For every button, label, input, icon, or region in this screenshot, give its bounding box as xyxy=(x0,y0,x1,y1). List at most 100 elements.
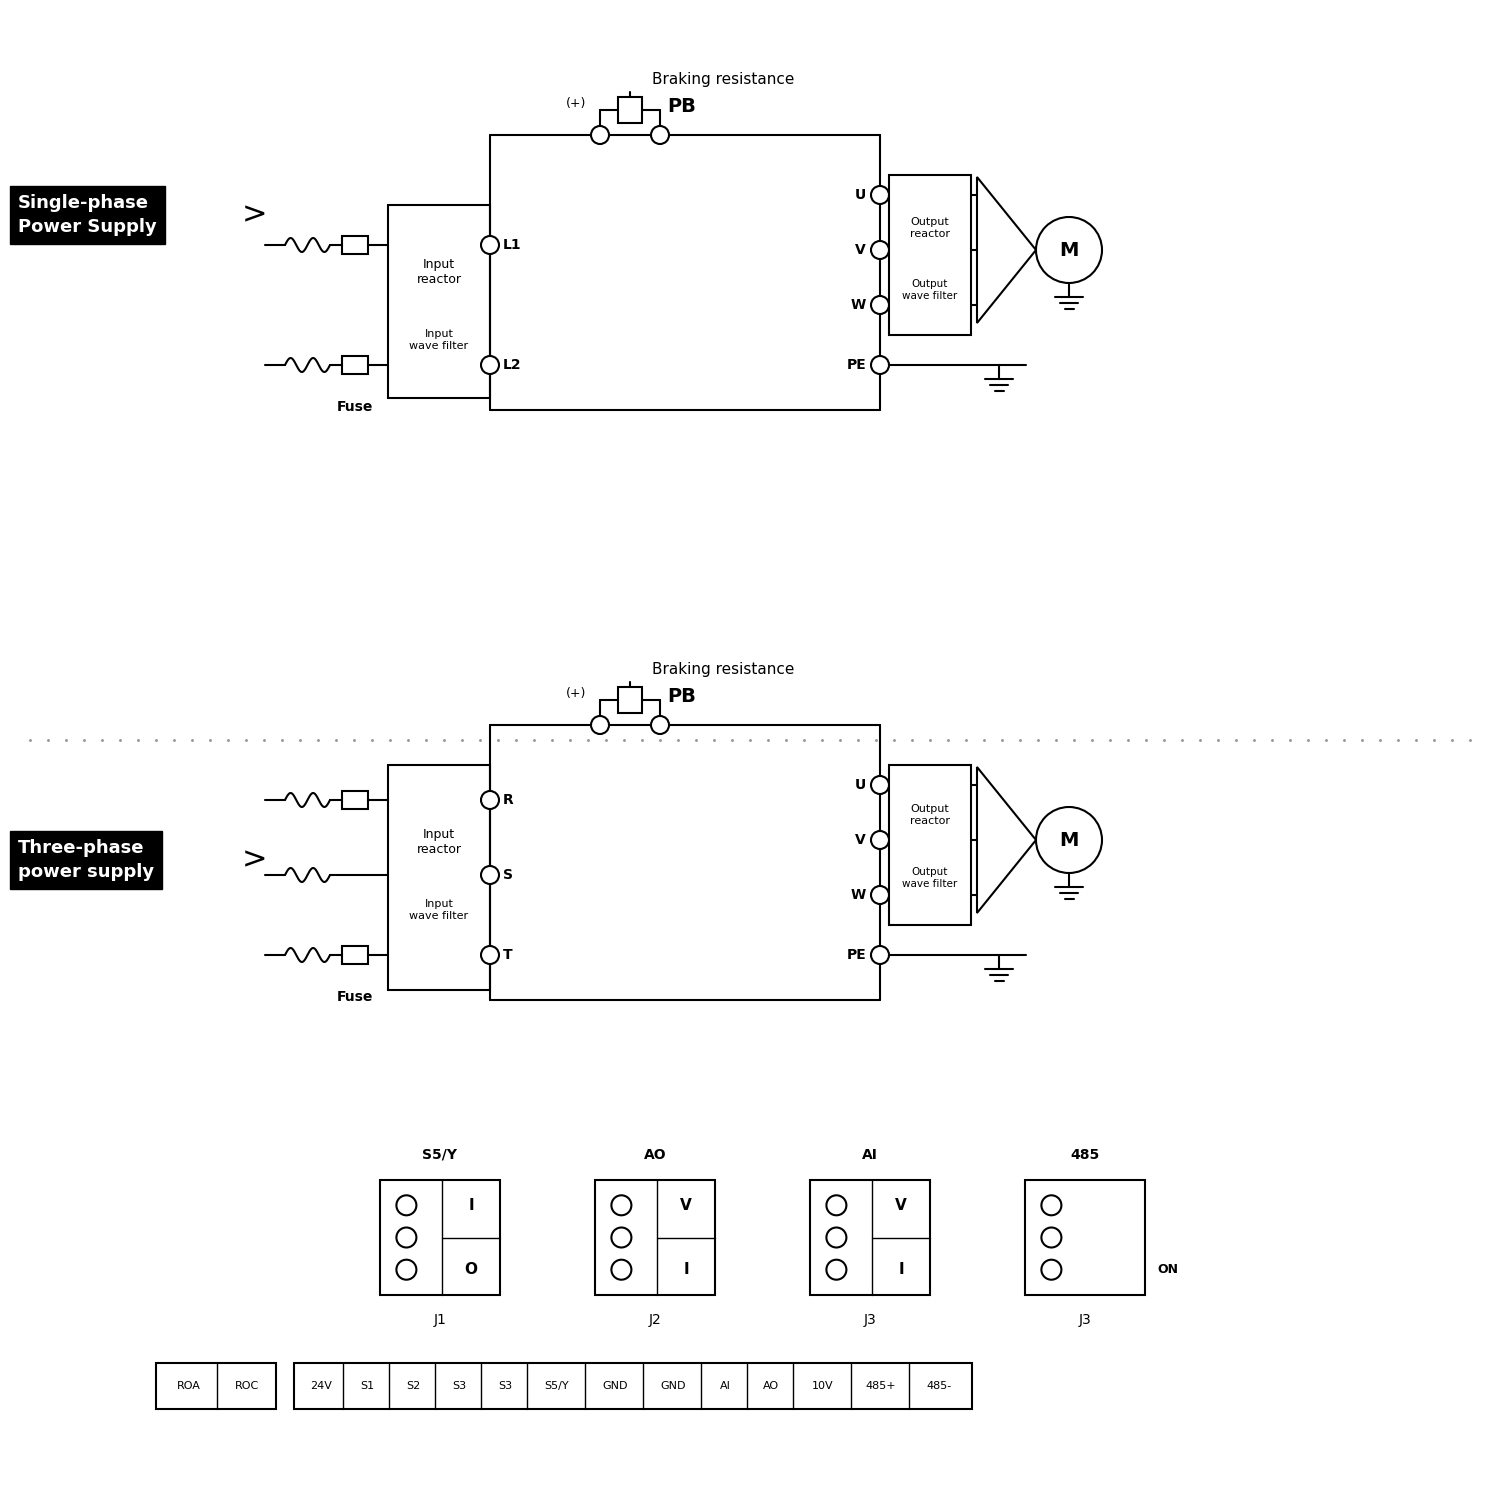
Circle shape xyxy=(827,1227,846,1248)
Text: 485+: 485+ xyxy=(865,1382,897,1390)
Text: AI: AI xyxy=(862,1148,877,1162)
Circle shape xyxy=(871,356,889,374)
Text: R: R xyxy=(503,794,513,807)
Bar xyxy=(810,1180,930,1294)
Text: Input
wave filter: Input wave filter xyxy=(410,328,468,351)
Text: L2: L2 xyxy=(503,358,522,372)
Text: J1: J1 xyxy=(433,1312,447,1328)
Text: S3: S3 xyxy=(498,1382,512,1390)
Text: W: W xyxy=(850,298,865,312)
Polygon shape xyxy=(976,177,1036,322)
Circle shape xyxy=(482,946,500,964)
Text: PB: PB xyxy=(668,687,696,705)
Circle shape xyxy=(871,831,889,849)
Text: AO: AO xyxy=(644,1148,666,1162)
Circle shape xyxy=(612,1260,632,1280)
Circle shape xyxy=(871,946,889,964)
Circle shape xyxy=(482,865,500,883)
Text: U: U xyxy=(855,778,865,792)
Text: PB: PB xyxy=(668,96,696,116)
Circle shape xyxy=(591,716,609,734)
Text: J2: J2 xyxy=(648,1312,662,1328)
Circle shape xyxy=(1036,807,1102,873)
Circle shape xyxy=(871,186,889,204)
Text: W: W xyxy=(850,888,865,902)
Text: Output
reactor: Output reactor xyxy=(910,804,950,826)
Text: >: > xyxy=(242,201,267,229)
Bar xyxy=(156,1364,276,1408)
Text: V: V xyxy=(855,243,865,256)
Text: V: V xyxy=(896,1198,908,1214)
Circle shape xyxy=(871,296,889,314)
Circle shape xyxy=(612,1227,632,1248)
Text: >: > xyxy=(242,846,267,874)
Text: AI: AI xyxy=(720,1382,730,1390)
Circle shape xyxy=(1041,1196,1062,1215)
Circle shape xyxy=(1041,1260,1062,1280)
Circle shape xyxy=(871,776,889,794)
Text: V: V xyxy=(855,833,865,848)
Bar xyxy=(380,1180,500,1294)
Circle shape xyxy=(396,1196,417,1215)
Circle shape xyxy=(482,356,500,374)
Text: L1: L1 xyxy=(503,238,522,252)
Circle shape xyxy=(827,1260,846,1280)
Text: S5/Y: S5/Y xyxy=(423,1148,458,1162)
Text: ON: ON xyxy=(1156,1263,1178,1276)
Text: U: U xyxy=(855,188,865,202)
Text: I: I xyxy=(684,1262,688,1276)
Text: (+): (+) xyxy=(566,687,586,700)
Circle shape xyxy=(827,1196,846,1215)
Bar xyxy=(342,236,368,254)
Circle shape xyxy=(651,716,669,734)
Text: Fuse: Fuse xyxy=(338,990,374,1004)
Text: S: S xyxy=(503,868,513,882)
Text: V: V xyxy=(681,1198,692,1214)
Circle shape xyxy=(871,242,889,260)
Text: J3: J3 xyxy=(864,1312,876,1328)
Circle shape xyxy=(591,126,609,144)
Bar xyxy=(342,790,368,808)
Bar xyxy=(618,98,642,123)
Text: AO: AO xyxy=(764,1382,778,1390)
Text: 24V: 24V xyxy=(310,1382,332,1390)
Text: 10V: 10V xyxy=(812,1382,834,1390)
Text: S2: S2 xyxy=(406,1382,420,1390)
Text: PE: PE xyxy=(846,358,865,372)
Text: I: I xyxy=(468,1198,474,1214)
Text: Input
reactor: Input reactor xyxy=(417,828,462,856)
Text: J3: J3 xyxy=(1078,1312,1092,1328)
Circle shape xyxy=(871,886,889,904)
Text: ROC: ROC xyxy=(236,1382,260,1390)
Text: S5/Y: S5/Y xyxy=(544,1382,570,1390)
Text: T: T xyxy=(503,948,513,962)
Text: I: I xyxy=(898,1262,904,1276)
Bar xyxy=(388,206,490,398)
Text: ROA: ROA xyxy=(177,1382,201,1390)
Circle shape xyxy=(482,236,500,254)
Text: Fuse: Fuse xyxy=(338,400,374,414)
Text: 485-: 485- xyxy=(927,1382,951,1390)
Text: M: M xyxy=(1059,240,1078,260)
Text: Single-phase
Power Supply: Single-phase Power Supply xyxy=(18,194,156,236)
Circle shape xyxy=(396,1227,417,1248)
Text: O: O xyxy=(465,1262,477,1276)
Circle shape xyxy=(651,126,669,144)
Bar xyxy=(342,946,368,964)
Text: Braking resistance: Braking resistance xyxy=(652,72,795,87)
Polygon shape xyxy=(976,766,1036,914)
Bar xyxy=(890,176,971,334)
Circle shape xyxy=(482,790,500,808)
Text: Braking resistance: Braking resistance xyxy=(652,662,795,676)
Bar xyxy=(1024,1180,1144,1294)
Text: M: M xyxy=(1059,831,1078,849)
Circle shape xyxy=(396,1260,417,1280)
Circle shape xyxy=(612,1196,632,1215)
Text: S3: S3 xyxy=(452,1382,466,1390)
Circle shape xyxy=(1041,1227,1062,1248)
Text: 485: 485 xyxy=(1071,1148,1100,1162)
Text: PE: PE xyxy=(846,948,865,962)
Text: GND: GND xyxy=(660,1382,686,1390)
Bar xyxy=(294,1364,972,1408)
Circle shape xyxy=(1036,217,1102,284)
